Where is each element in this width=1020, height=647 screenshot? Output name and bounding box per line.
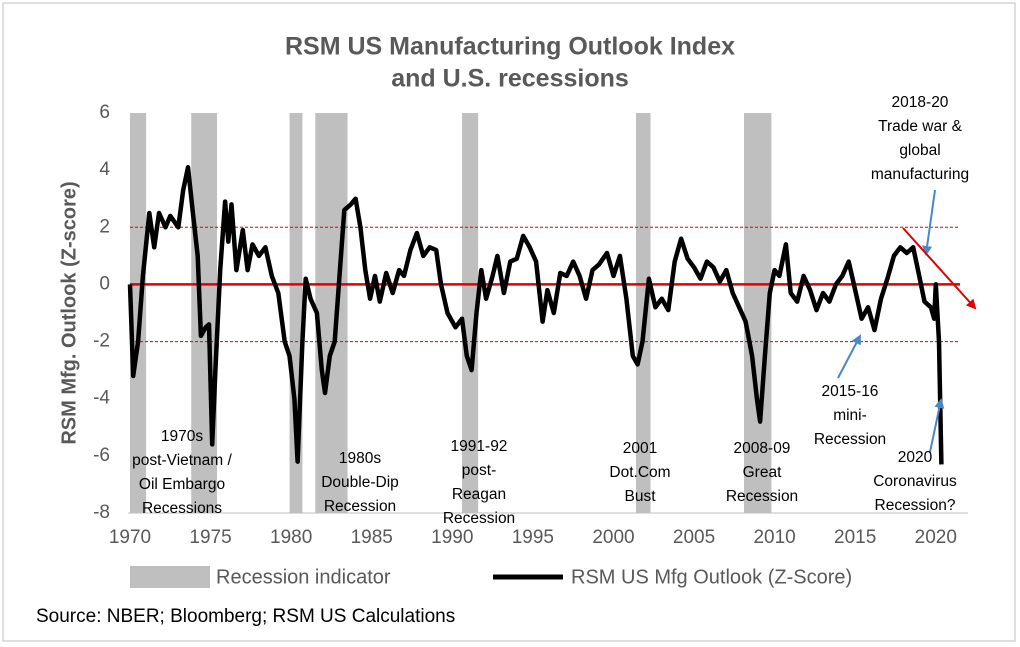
x-tick-label: 1990 xyxy=(431,527,473,548)
annotation: 2015-16 xyxy=(822,383,879,400)
x-tick-label: 2020 xyxy=(915,527,957,548)
annotation: Recession xyxy=(726,488,798,505)
x-tick-label: 2005 xyxy=(673,527,715,548)
y-tick-label: -4 xyxy=(93,388,110,409)
legend-label: Recession indicator xyxy=(216,566,391,588)
x-tick-label: 1995 xyxy=(512,527,554,548)
y-axis-label: RSM Mfg. Outlook (Z-score) xyxy=(58,181,80,444)
annotation: post- xyxy=(462,462,496,479)
y-tick-label: 2 xyxy=(99,216,110,237)
plot-area xyxy=(127,113,968,514)
y-tick-label: 0 xyxy=(99,273,110,294)
annotation: manufacturing xyxy=(871,166,969,183)
annotation-arrow xyxy=(922,189,936,256)
y-tick-label: 4 xyxy=(99,159,110,180)
annotation: Bust xyxy=(624,488,656,505)
annotation: global xyxy=(899,142,940,159)
annotation: 2020 xyxy=(898,449,933,466)
annotation: Coronavirus xyxy=(873,473,957,490)
source-note: Source: NBER; Bloomberg; RSM US Calculat… xyxy=(36,606,455,627)
annotation: 1980s xyxy=(339,450,381,467)
annotation: 2008-09 xyxy=(734,440,791,457)
annotation: Trade war & xyxy=(878,118,963,135)
y-tick-label: -6 xyxy=(93,445,110,466)
x-tick-label: 1985 xyxy=(351,527,393,548)
annotation: Recession? xyxy=(875,497,956,514)
annotation: Great xyxy=(743,464,782,481)
x-tick-label: 2015 xyxy=(834,527,876,548)
chart-title: and U.S. recessions xyxy=(391,65,629,93)
trend-arrow xyxy=(902,227,977,310)
annotation: Double-Dip xyxy=(321,474,399,491)
legend-label: RSM US Mfg Outlook (Z-Score) xyxy=(571,566,852,588)
annotation: Recessions xyxy=(142,500,222,517)
annotation: mini- xyxy=(833,407,867,424)
annotation: 2001 xyxy=(623,440,657,457)
recession-band xyxy=(461,113,479,513)
annotation: 2018-20 xyxy=(892,94,949,111)
series-line xyxy=(127,165,944,465)
y-tick-label: 6 xyxy=(99,102,110,123)
x-tick-label: 1975 xyxy=(189,527,231,548)
recession-band xyxy=(315,113,348,513)
annotation: Oil Embargo xyxy=(139,476,225,493)
annotation: Recession xyxy=(814,431,886,448)
y-tick-label: -2 xyxy=(93,331,110,352)
annotation: post-Vietnam / xyxy=(132,452,232,469)
annotation-arrow xyxy=(837,334,861,379)
legend-swatch xyxy=(130,566,210,588)
annotation-arrow xyxy=(929,398,945,453)
annotation: Recession xyxy=(443,510,515,527)
x-tick-label: 1970 xyxy=(109,527,151,548)
x-tick-label: 2000 xyxy=(592,527,634,548)
annotation: Reagan xyxy=(452,486,506,503)
annotation: Dot.Com xyxy=(609,464,670,481)
y-tick-label: -8 xyxy=(93,502,110,523)
annotation: 1970s xyxy=(161,428,203,445)
x-tick-label: 1980 xyxy=(270,527,312,548)
chart-title: RSM US Manufacturing Outlook Index xyxy=(285,33,735,61)
annotation: 1991-92 xyxy=(451,438,508,455)
x-tick-label: 2010 xyxy=(753,527,795,548)
annotation: Recession xyxy=(324,498,396,515)
